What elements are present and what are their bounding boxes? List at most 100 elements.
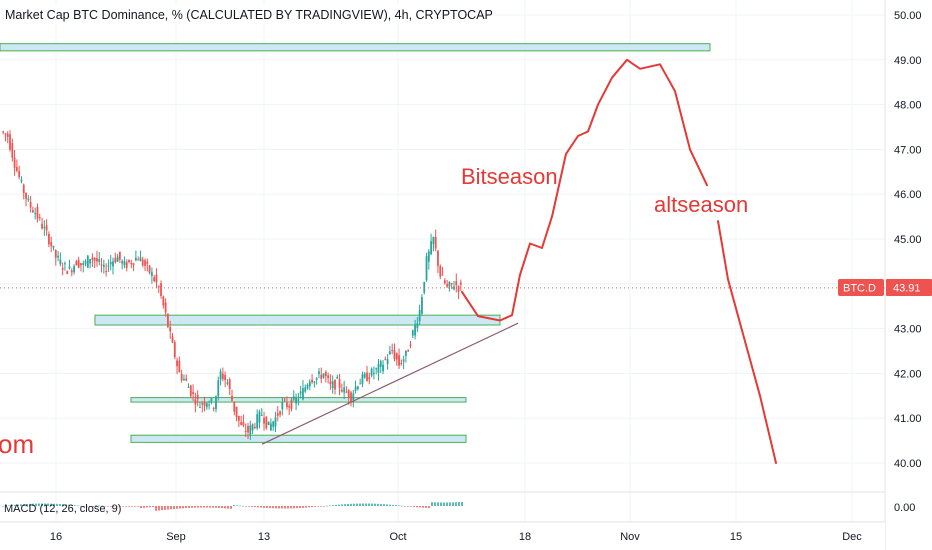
x-tick-label: 18 xyxy=(519,531,531,543)
candle-body xyxy=(43,227,46,229)
candle-body xyxy=(217,380,220,397)
macd-bar xyxy=(269,506,271,509)
candle-body xyxy=(347,390,350,399)
macd-bar xyxy=(170,506,172,510)
candle-body xyxy=(249,425,252,436)
macd-bar xyxy=(248,506,250,507)
candle-body xyxy=(125,262,128,268)
y-tick-label: 41.00 xyxy=(894,413,922,425)
candle-body xyxy=(324,371,327,377)
support-zone-43[interactable] xyxy=(94,314,501,326)
macd-bar xyxy=(152,506,154,508)
annotation-partial[interactable]: om xyxy=(0,429,34,459)
candle-body xyxy=(121,261,124,264)
macd-bar xyxy=(20,504,22,506)
macd-bar xyxy=(434,502,436,506)
macd-bar xyxy=(221,506,223,509)
candle-body xyxy=(31,210,34,213)
candle-body xyxy=(45,225,48,231)
candle-body xyxy=(70,270,73,273)
candle-body xyxy=(457,286,460,292)
macd-bar xyxy=(38,503,40,506)
candle-body xyxy=(270,423,272,431)
macd-bar xyxy=(395,505,397,506)
macd-bar xyxy=(410,506,412,507)
support-zone-40.6[interactable] xyxy=(130,434,467,443)
projection-path[interactable] xyxy=(461,58,708,322)
macd-bar xyxy=(95,505,97,506)
candle-body xyxy=(372,372,375,374)
macd-bar xyxy=(347,503,349,506)
candle-body xyxy=(368,377,371,380)
candle-body xyxy=(382,364,384,372)
annotation-altseason[interactable]: altseason xyxy=(654,192,748,217)
macd-bar xyxy=(425,506,427,508)
price-badge[interactable]: 43.91 xyxy=(886,279,932,296)
candle-body xyxy=(146,261,149,264)
macd-bar xyxy=(194,506,196,508)
projection-path-continuation[interactable] xyxy=(717,220,777,464)
candle-body xyxy=(306,385,309,389)
candle-body xyxy=(336,376,339,379)
macd-bar xyxy=(272,506,274,509)
symbol-badge[interactable]: BTC.D xyxy=(838,279,884,296)
candle-body xyxy=(299,391,302,394)
candle-body xyxy=(196,394,199,399)
y-tick-label: 48.00 xyxy=(894,100,922,112)
candle-body xyxy=(331,381,334,388)
candle-body xyxy=(256,414,259,429)
candle-body xyxy=(409,344,412,346)
macd-bar xyxy=(200,506,202,508)
candle-body xyxy=(402,359,405,362)
candle-body xyxy=(384,358,387,360)
candle-body xyxy=(395,353,398,360)
y-tick-label: 45.00 xyxy=(894,234,922,246)
macd-bar xyxy=(56,503,58,506)
candle-body xyxy=(22,184,25,194)
candle-body xyxy=(260,414,263,416)
candle-body xyxy=(448,281,451,287)
macd-bar xyxy=(332,505,334,506)
macd-bar xyxy=(449,502,451,506)
candle-body xyxy=(304,387,307,392)
candle-body xyxy=(453,286,455,290)
candle-body xyxy=(20,179,23,182)
candle-body xyxy=(183,379,185,381)
candle-body xyxy=(205,403,208,408)
candle-body xyxy=(151,272,153,276)
candle-body xyxy=(265,416,268,429)
ascending-trendline[interactable] xyxy=(261,322,519,445)
macd-bar xyxy=(29,503,31,506)
candle-body xyxy=(38,217,41,219)
candle-body xyxy=(134,257,137,261)
candle-body xyxy=(148,265,151,273)
macd-bar xyxy=(455,502,457,506)
macd-bar xyxy=(284,506,286,509)
y-tick-label: 47.00 xyxy=(894,144,922,156)
candle-body xyxy=(350,392,352,402)
candle-body xyxy=(375,368,378,370)
candle-body xyxy=(432,237,435,245)
candle-body xyxy=(318,371,320,375)
macd-bar xyxy=(404,506,406,507)
candle-body xyxy=(11,142,14,158)
candle-body xyxy=(439,265,442,277)
macd-bar xyxy=(320,506,322,507)
macd-bar xyxy=(401,505,403,507)
macd-bar xyxy=(416,506,418,508)
annotation-bitseason[interactable]: Bitseason xyxy=(461,164,558,189)
candle-body xyxy=(203,402,206,406)
macd-bar xyxy=(428,506,430,509)
resistance-zone-49[interactable] xyxy=(0,43,711,52)
candle-body xyxy=(50,242,53,247)
candle-body xyxy=(370,368,373,376)
macd-bar xyxy=(113,506,115,507)
candle-body xyxy=(233,401,236,412)
candle-body xyxy=(219,371,222,380)
macd-bar xyxy=(308,506,310,508)
candle-body xyxy=(210,398,213,402)
macd-bar xyxy=(251,506,253,507)
candle-body xyxy=(386,359,389,364)
candle-body xyxy=(354,386,357,391)
macd-bar xyxy=(77,505,79,507)
